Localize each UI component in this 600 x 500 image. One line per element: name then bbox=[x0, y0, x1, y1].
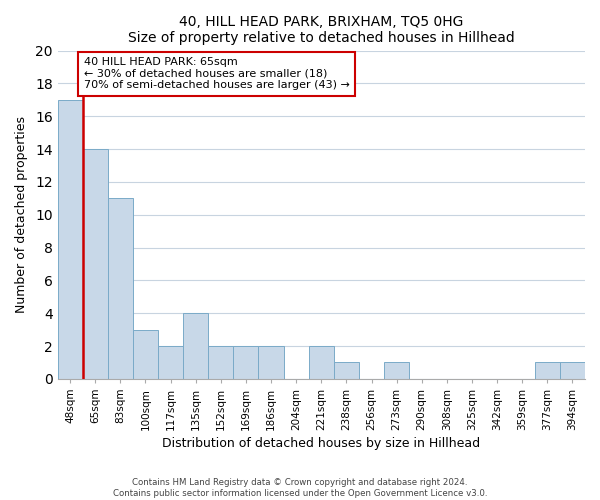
Bar bbox=[384, 362, 409, 379]
Bar bbox=[183, 313, 208, 379]
Y-axis label: Number of detached properties: Number of detached properties bbox=[15, 116, 28, 313]
Text: 40 HILL HEAD PARK: 65sqm
← 30% of detached houses are smaller (18)
70% of semi-d: 40 HILL HEAD PARK: 65sqm ← 30% of detach… bbox=[84, 57, 350, 90]
Bar bbox=[208, 346, 233, 379]
Title: 40, HILL HEAD PARK, BRIXHAM, TQ5 0HG
Size of property relative to detached house: 40, HILL HEAD PARK, BRIXHAM, TQ5 0HG Siz… bbox=[128, 15, 515, 45]
Bar bbox=[58, 100, 83, 379]
Bar bbox=[133, 330, 158, 379]
Bar bbox=[83, 149, 108, 379]
Bar bbox=[158, 346, 183, 379]
Bar bbox=[233, 346, 259, 379]
Bar bbox=[259, 346, 284, 379]
Bar bbox=[334, 362, 359, 379]
Bar bbox=[108, 198, 133, 379]
Bar bbox=[535, 362, 560, 379]
Bar bbox=[309, 346, 334, 379]
Bar bbox=[560, 362, 585, 379]
X-axis label: Distribution of detached houses by size in Hillhead: Distribution of detached houses by size … bbox=[162, 437, 481, 450]
Text: Contains HM Land Registry data © Crown copyright and database right 2024.
Contai: Contains HM Land Registry data © Crown c… bbox=[113, 478, 487, 498]
